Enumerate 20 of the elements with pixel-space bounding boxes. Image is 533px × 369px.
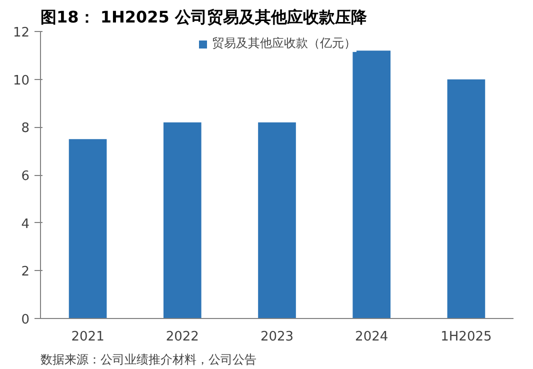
bar	[163, 122, 202, 318]
source-note: 数据来源：公司业绩推介材料，公司公告	[40, 352, 256, 366]
y-tick-label: 0	[21, 312, 30, 328]
x-tick-label: 2023	[260, 330, 294, 344]
legend-label: 贸易及其他应收款（亿元）	[212, 35, 356, 52]
y-tick-label: 8	[21, 121, 30, 136]
chart-title: 图18： 1H2025 公司贸易及其他应收款压降	[40, 8, 368, 26]
bar	[447, 79, 486, 318]
y-tick-label: 2	[21, 264, 30, 280]
x-tick-label: 2024	[355, 330, 388, 344]
y-tick-label: 10	[12, 73, 30, 88]
y-tick-label: 4	[21, 216, 30, 232]
y-tick-label: 12	[12, 26, 30, 40]
bar	[258, 122, 296, 318]
x-tick-label: 1H2025	[440, 330, 492, 344]
x-tick-label: 2021	[71, 330, 104, 344]
bar	[352, 50, 391, 318]
bar	[68, 139, 107, 318]
x-tick-label: 2022	[166, 330, 199, 344]
y-tick-label: 6	[21, 169, 30, 184]
